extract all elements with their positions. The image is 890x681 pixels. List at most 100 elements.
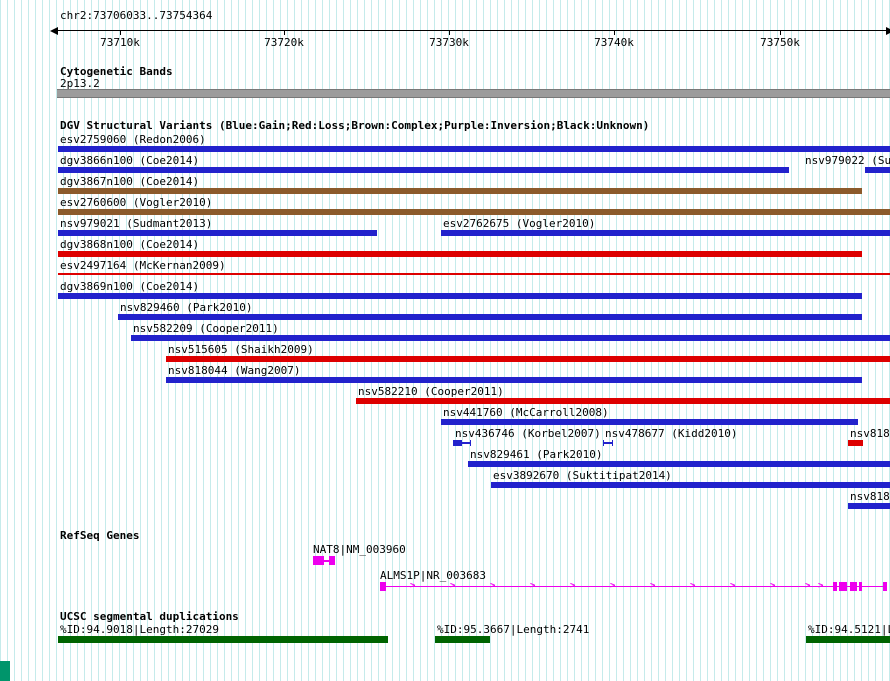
ruler-tick-mark — [614, 31, 615, 35]
ruler-tick-label: 73730k — [429, 36, 469, 49]
ruler-right-arrow-icon — [886, 27, 890, 35]
strand-arrow-icon: > — [690, 581, 696, 591]
cytoband-bar — [57, 89, 890, 98]
variant-label[interactable]: esv2759060 (Redon2006) — [60, 133, 206, 146]
gene-intron-line — [386, 586, 884, 587]
segdup-label[interactable]: %ID:94.5121|Le — [808, 623, 890, 636]
variant-label[interactable]: nsv478677 (Kidd2010) — [605, 427, 738, 440]
variant-bar[interactable] — [604, 442, 612, 444]
variant-bar[interactable] — [603, 440, 604, 446]
strand-arrow-icon: > — [805, 581, 811, 591]
gene-exon[interactable] — [850, 582, 857, 591]
variant-bar[interactable] — [453, 440, 462, 446]
variant-label[interactable]: nsv515605 (Shaikh2009) — [168, 343, 314, 356]
strand-arrow-icon: > — [530, 581, 536, 591]
variant-bar[interactable] — [356, 398, 890, 404]
section-title-dgv-variants: DGV Structural Variants (Blue:Gain;Red:L… — [60, 119, 650, 132]
ruler-left-arrow-icon — [50, 27, 58, 35]
ruler-tick-mark — [284, 31, 285, 35]
variant-bar[interactable] — [58, 146, 890, 152]
variant-bar[interactable] — [58, 188, 862, 194]
variant-bar[interactable] — [848, 440, 863, 446]
strand-arrow-icon: > — [490, 581, 496, 591]
ruler-tick-label: 73740k — [594, 36, 634, 49]
variant-label[interactable]: esv2497164 (McKernan2009) — [60, 259, 226, 272]
variant-label[interactable]: nsv436746 (Korbel2007) — [455, 427, 601, 440]
gene-label[interactable]: NAT8|NM_003960 — [313, 543, 406, 556]
variant-label[interactable]: nsv818044 (Wang2007) — [168, 364, 301, 377]
variant-bar[interactable] — [865, 167, 890, 173]
variant-bar[interactable] — [166, 356, 890, 362]
variant-label[interactable]: nsv979021 (Sudmant2013) — [60, 217, 213, 230]
strand-arrow-icon: > — [610, 581, 616, 591]
variant-bar[interactable] — [58, 167, 789, 173]
variant-label[interactable]: dgv3866n100 (Coe2014) — [60, 154, 200, 167]
gene-exon[interactable] — [839, 582, 847, 591]
ruler-tick-mark — [120, 31, 121, 35]
variant-bar[interactable] — [58, 251, 862, 257]
section-title-cytogenetic-bands: Cytogenetic Bands — [60, 65, 173, 78]
strand-arrow-icon: > — [770, 581, 776, 591]
cytoband-label: 2p13.2 — [60, 77, 100, 90]
variant-bar[interactable] — [166, 377, 862, 383]
variant-bar[interactable] — [470, 440, 471, 446]
variant-bar[interactable] — [118, 314, 862, 320]
variant-bar[interactable] — [58, 293, 862, 299]
variant-bar[interactable] — [468, 461, 890, 467]
variant-label[interactable]: esv3892670 (Suktitipat2014) — [493, 469, 672, 482]
section-title-refseq-genes: RefSeq Genes — [60, 529, 140, 542]
variant-bar[interactable] — [612, 440, 613, 446]
variant-bar[interactable] — [848, 503, 890, 509]
variant-label[interactable]: nsv979022 (Sud — [805, 154, 890, 167]
corner-marker — [0, 661, 10, 681]
variant-bar[interactable] — [491, 482, 890, 488]
variant-label[interactable]: nsv582210 (Cooper2011) — [358, 385, 504, 398]
gene-exon[interactable] — [833, 582, 837, 591]
variant-label[interactable]: dgv3867n100 (Coe2014) — [60, 175, 200, 188]
gene-intron-line — [324, 560, 329, 562]
gene-exon[interactable] — [329, 556, 335, 565]
variant-label[interactable]: esv2760600 (Vogler2010) — [60, 196, 213, 209]
variant-bar[interactable] — [441, 230, 890, 236]
ruler-tick-label: 73720k — [264, 36, 304, 49]
gene-label[interactable]: ALMS1P|NR_003683 — [380, 569, 486, 582]
variant-label[interactable]: nsv829461 (Park2010) — [470, 448, 603, 461]
variant-label[interactable]: nsv829460 (Park2010) — [120, 301, 253, 314]
variant-label[interactable]: nsv441760 (McCarroll2008) — [443, 406, 609, 419]
ruler-tick-mark — [449, 31, 450, 35]
variant-bar[interactable] — [58, 230, 377, 236]
strand-arrow-icon: > — [650, 581, 656, 591]
gene-exon[interactable] — [883, 582, 887, 591]
strand-arrow-icon: > — [570, 581, 576, 591]
segdup-label[interactable]: %ID:95.3667|Length:2741 — [437, 623, 590, 636]
segdup-label[interactable]: %ID:94.9018|Length:27029 — [60, 623, 219, 636]
ruler-line — [57, 30, 886, 31]
strand-arrow-icon: > — [818, 581, 824, 591]
strand-arrow-icon: > — [450, 581, 456, 591]
segdup-bar[interactable] — [806, 636, 890, 643]
variant-label[interactable]: nsv8180 — [850, 490, 890, 503]
gene-exon[interactable] — [859, 582, 862, 591]
variant-bar[interactable] — [462, 442, 470, 444]
variant-label[interactable]: esv2762675 (Vogler2010) — [443, 217, 596, 230]
variant-label[interactable]: dgv3868n100 (Coe2014) — [60, 238, 200, 251]
gene-exon[interactable] — [313, 556, 324, 565]
variant-bar[interactable] — [58, 273, 890, 275]
ruler-tick-label: 73710k — [100, 36, 140, 49]
variant-label[interactable]: dgv3869n100 (Coe2014) — [60, 280, 200, 293]
gene-exon[interactable] — [380, 582, 386, 591]
segdup-bar[interactable] — [58, 636, 388, 643]
variant-bar[interactable] — [58, 209, 890, 215]
variant-bar[interactable] — [441, 419, 858, 425]
ruler-tick-mark — [780, 31, 781, 35]
variant-label[interactable]: nsv582209 (Cooper2011) — [133, 322, 279, 335]
region-coordinates: chr2:73706033..73754364 — [60, 9, 213, 22]
strand-arrow-icon: > — [410, 581, 416, 591]
variant-label[interactable]: nsv8186 — [850, 427, 890, 440]
variant-bar[interactable] — [131, 335, 890, 341]
strand-arrow-icon: > — [730, 581, 736, 591]
section-title-segmental-duplications: UCSC segmental duplications — [60, 610, 239, 623]
ruler-tick-label: 73750k — [760, 36, 800, 49]
segdup-bar[interactable] — [435, 636, 490, 643]
